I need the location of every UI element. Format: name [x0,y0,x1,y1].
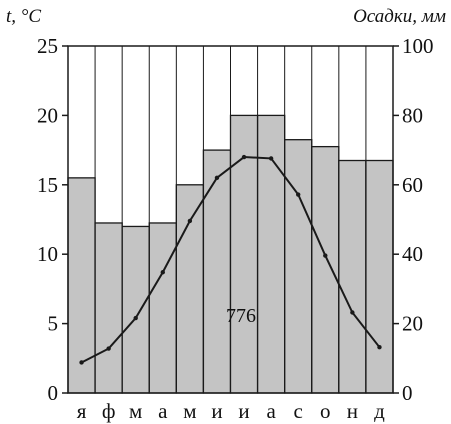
temperature-point [79,360,84,365]
precipitation-total-annotation: 776 [226,305,256,327]
month-label: а [158,399,168,423]
month-label: м [183,399,196,423]
right-tick-label: 20 [402,312,423,336]
month-label: ф [102,399,116,423]
precipitation-bar [284,139,313,394]
month-label: н [347,399,358,423]
precipitation-bar [148,222,177,394]
temperature-point [187,218,193,224]
temperature-point [296,192,301,197]
left-tick-label: 15 [37,173,58,197]
month-label: я [77,399,87,423]
precipitation-bar [202,149,232,394]
precipitation-bar [256,114,286,394]
right-tick-label: 80 [402,103,423,127]
temperature-point [133,315,138,321]
left-tick-label: 0 [48,381,59,405]
right-tick-label: 100 [402,34,434,58]
month-label: и [211,399,222,423]
temperature-line [81,156,381,364]
precipitation-bar [311,145,340,394]
left-tick-label: 20 [37,103,58,127]
temperature-point [268,156,274,161]
month-label: а [266,399,276,423]
temperature-point [241,154,247,160]
left-axis-label: t, °C [6,6,41,27]
precipitation-bar [94,222,123,394]
left-tick-label: 5 [48,312,59,336]
precipitation-bar [121,225,150,394]
precipitation-bar [229,114,259,394]
temperature-point [214,175,220,181]
right-tick-label: 40 [402,242,423,266]
left-tick-label: 25 [37,34,58,58]
plot-frame [67,45,394,394]
right-tick-label: 60 [402,173,423,197]
right-axis-label: Осадки, мм [353,6,446,27]
left-tick-label: 10 [37,242,58,266]
precipitation-bar [175,184,205,394]
precipitation-bar [338,159,367,394]
month-label: и [238,399,249,423]
temperature-point [106,346,111,351]
temperature-point [160,270,165,275]
right-tick-label: 0 [402,381,413,405]
precipitation-bar [365,159,394,394]
month-label: м [129,399,142,423]
temperature-point [323,253,328,258]
temperature-point [377,344,382,350]
month-label: д [374,399,385,423]
month-label: о [320,399,331,423]
month-label: с [294,399,303,423]
temperature-point [350,310,355,315]
